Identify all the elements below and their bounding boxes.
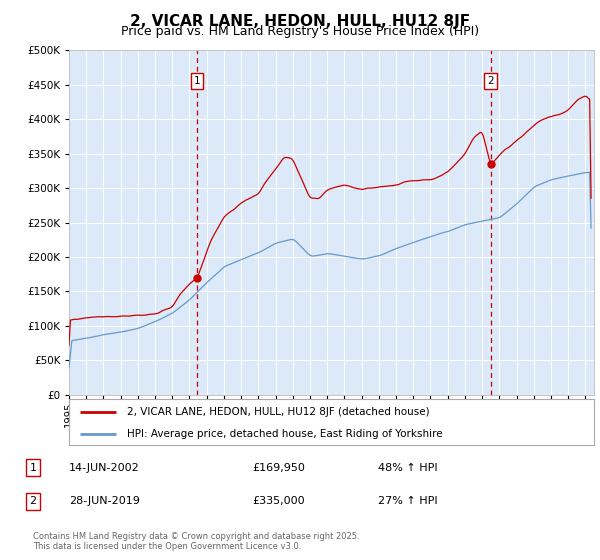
Text: 2: 2 — [29, 496, 37, 506]
Text: 1: 1 — [29, 463, 37, 473]
Text: Price paid vs. HM Land Registry's House Price Index (HPI): Price paid vs. HM Land Registry's House … — [121, 25, 479, 38]
Text: 2, VICAR LANE, HEDON, HULL, HU12 8JF: 2, VICAR LANE, HEDON, HULL, HU12 8JF — [130, 14, 470, 29]
Text: This data is licensed under the Open Government Licence v3.0.: This data is licensed under the Open Gov… — [33, 542, 301, 551]
Text: 27% ↑ HPI: 27% ↑ HPI — [378, 496, 437, 506]
Text: £335,000: £335,000 — [252, 496, 305, 506]
Text: 1: 1 — [194, 76, 200, 86]
Text: 28-JUN-2019: 28-JUN-2019 — [69, 496, 140, 506]
Text: 14-JUN-2002: 14-JUN-2002 — [69, 463, 140, 473]
Text: Contains HM Land Registry data © Crown copyright and database right 2025.: Contains HM Land Registry data © Crown c… — [33, 532, 359, 541]
Text: HPI: Average price, detached house, East Riding of Yorkshire: HPI: Average price, detached house, East… — [127, 429, 442, 438]
Text: 2: 2 — [487, 76, 494, 86]
Text: 2, VICAR LANE, HEDON, HULL, HU12 8JF (detached house): 2, VICAR LANE, HEDON, HULL, HU12 8JF (de… — [127, 407, 430, 417]
Text: £169,950: £169,950 — [252, 463, 305, 473]
Text: 48% ↑ HPI: 48% ↑ HPI — [378, 463, 437, 473]
